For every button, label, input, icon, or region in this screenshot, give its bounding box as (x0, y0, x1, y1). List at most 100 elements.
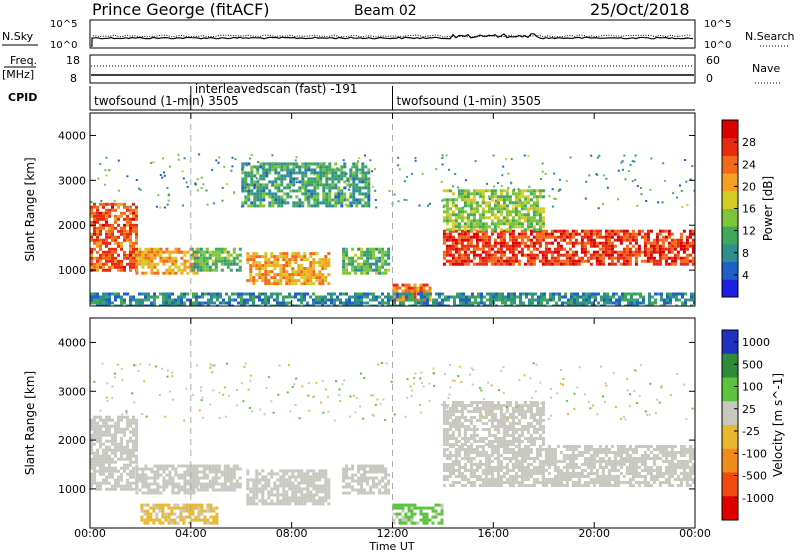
heatmap-cell (126, 235, 129, 239)
heatmap-cell (162, 271, 166, 275)
heatmap-cell (445, 216, 449, 220)
heatmap-cell (140, 515, 144, 519)
heatmap-cell (96, 262, 99, 266)
heatmap-cell (508, 228, 512, 232)
heatmap-cell (405, 295, 408, 299)
heatmap-cell (167, 506, 171, 510)
heatmap-cell (544, 460, 548, 463)
heatmap-cell (123, 205, 126, 209)
scatter-cell (441, 154, 444, 157)
heatmap-cell (361, 171, 365, 175)
heatmap-cell (454, 250, 458, 254)
heatmap-cell (487, 225, 491, 229)
heatmap-cell (150, 247, 154, 251)
heatmap-cell (183, 265, 187, 269)
heatmap-cell (179, 509, 183, 513)
heatmap-cell (357, 295, 360, 299)
heatmap-cell (398, 298, 402, 302)
heatmap-cell (475, 475, 479, 478)
heatmap-cell (523, 262, 527, 266)
heatmap-cell (538, 192, 542, 196)
heatmap-cell (634, 262, 638, 266)
heatmap-cell (493, 204, 497, 208)
heatmap-cell (352, 189, 356, 193)
scatter-cell (584, 197, 587, 200)
heatmap-cell (520, 201, 524, 205)
heatmap-cell (270, 255, 274, 259)
heatmap-cell (384, 467, 388, 471)
heatmap-cell (159, 485, 163, 489)
heatmap-cell (306, 258, 310, 262)
heatmap-cell (553, 460, 557, 463)
heatmap-cell (475, 253, 479, 257)
heatmap-cell (481, 198, 485, 202)
heatmap-cell (398, 503, 402, 507)
heatmap-cell (96, 220, 99, 224)
heatmap-cell (392, 512, 396, 516)
heatmap-cell (460, 232, 464, 236)
heatmap-cell (276, 496, 280, 500)
heatmap-cell (667, 262, 671, 266)
heatmap-cell (214, 464, 218, 468)
heatmap-cell (622, 247, 626, 251)
heatmap-cell (138, 256, 142, 260)
heatmap-cell (637, 253, 641, 257)
heatmap-cell (401, 521, 405, 525)
heatmap-cell (477, 304, 480, 306)
heatmap-cell (514, 451, 518, 454)
heatmap-cell (422, 518, 426, 522)
heatmap-cell (285, 484, 289, 488)
heatmap-cell (541, 259, 545, 263)
heatmap-cell (99, 442, 102, 446)
heatmap-cell (238, 476, 242, 480)
heatmap-cell (544, 262, 548, 266)
heatmap-cell (255, 469, 259, 473)
heatmap-cell (517, 484, 521, 487)
heatmap-cell (672, 292, 675, 296)
heatmap-cell (126, 427, 129, 431)
heatmap-cell (319, 174, 323, 178)
heatmap-cell (460, 198, 464, 202)
heatmap-cell (475, 225, 479, 229)
heatmap-cell (273, 276, 277, 280)
heatmap-cell (250, 189, 254, 193)
heatmap-cell (355, 201, 359, 205)
heatmap-cell (448, 207, 452, 211)
scatter-cell (155, 205, 158, 208)
heatmap-cell (351, 256, 355, 260)
heatmap-cell (654, 292, 657, 296)
heatmap-cell (457, 210, 461, 214)
heatmap-cell (96, 427, 99, 431)
heatmap-cell (237, 292, 240, 296)
heatmap-cell (499, 262, 503, 266)
heatmap-cell (627, 292, 630, 296)
heatmap-cell (514, 259, 518, 263)
heatmap-cell (156, 262, 160, 266)
heatmap-cell (102, 421, 105, 425)
heatmap-cell (372, 253, 376, 257)
heatmap-cell (114, 424, 117, 428)
heatmap-cell (264, 282, 268, 286)
heatmap-cell (372, 247, 376, 251)
scatter-cell (347, 180, 350, 183)
heatmap-cell (190, 476, 194, 480)
heatmap-cell (294, 258, 298, 262)
heatmap-cell (363, 473, 367, 477)
heatmap-cell (466, 235, 470, 239)
heatmap-cell (309, 490, 313, 494)
heatmap-cell (469, 210, 473, 214)
heatmap-cell (457, 466, 461, 469)
heatmap-cell (407, 283, 411, 287)
heatmap-cell (508, 238, 512, 242)
heatmap-cell (301, 174, 305, 178)
heatmap-cell (96, 463, 99, 467)
heatmap-cell (140, 503, 144, 507)
heatmap-cell (164, 515, 168, 519)
heatmap-cell (354, 301, 357, 305)
heatmap-cell (505, 445, 509, 448)
heatmap-cell (301, 165, 305, 169)
heatmap-cell (404, 286, 408, 290)
heatmap-cell (445, 232, 449, 236)
heatmap-cell (337, 192, 341, 196)
heatmap-cell (303, 255, 307, 259)
